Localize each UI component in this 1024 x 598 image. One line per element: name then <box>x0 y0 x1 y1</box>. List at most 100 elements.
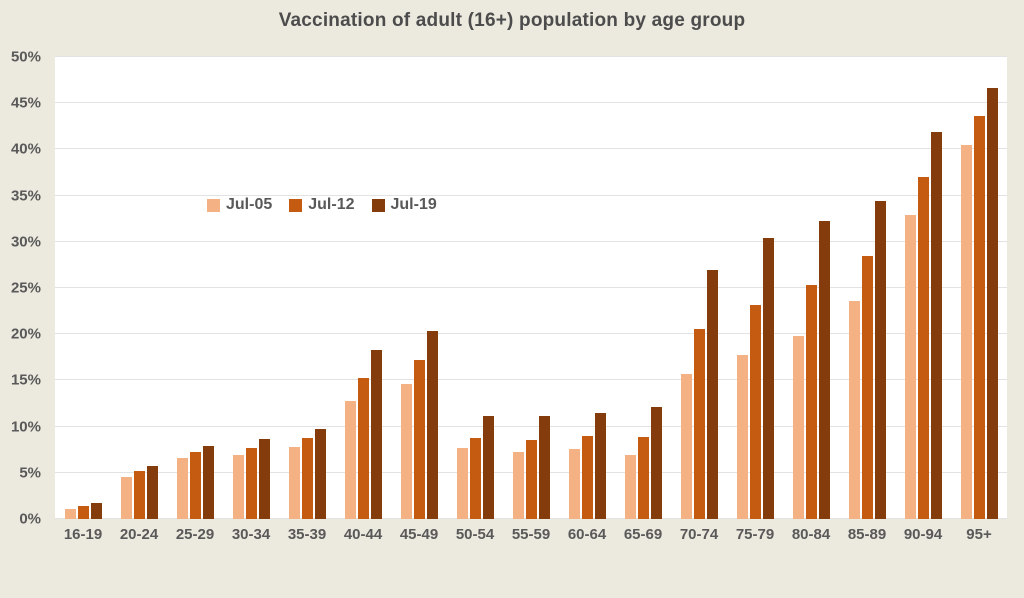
bar-Jul-19-70-74 <box>706 269 718 519</box>
x-tick-label: 85-89 <box>847 526 887 543</box>
bar-Jul-19-65-69 <box>650 407 662 519</box>
legend-item-Jul-19: Jul-19 <box>371 196 437 213</box>
bar-Jul-19-35-39 <box>314 429 326 519</box>
bar-groups <box>55 57 1007 519</box>
bar-Jul-19-25-29 <box>202 446 214 519</box>
x-tick-label: 45-49 <box>399 526 439 543</box>
bar-Jul-12-80-84 <box>805 285 817 519</box>
bar-Jul-05-50-54 <box>456 447 468 519</box>
bar-group-80-84 <box>783 57 839 519</box>
bar-Jul-12-16-19 <box>77 506 89 519</box>
bar-group-95+ <box>951 57 1007 519</box>
bar-Jul-05-35-39 <box>288 446 300 519</box>
y-tick-label: 40% <box>10 140 41 158</box>
legend-swatch-Jul-19 <box>371 198 385 212</box>
x-tick-label: 16-19 <box>63 526 103 543</box>
bar-Jul-05-65-69 <box>624 455 636 519</box>
bar-Jul-05-55-59 <box>512 451 524 519</box>
bar-Jul-12-90-94 <box>917 177 929 519</box>
gridline-25% <box>55 287 1007 288</box>
chart-title: Vaccination of adult (16+) population by… <box>278 10 746 31</box>
bar-Jul-05-16-19 <box>64 508 76 519</box>
bar-Jul-19-60-64 <box>594 412 606 519</box>
bar-Jul-12-45-49 <box>413 360 425 519</box>
bar-Jul-05-30-34 <box>232 455 244 519</box>
bar-Jul-19-20-24 <box>146 466 158 519</box>
x-tick-label: 90-94 <box>903 526 943 543</box>
gridline-10% <box>55 425 1007 427</box>
y-tick-label: 45% <box>10 94 41 112</box>
plot-area: Jul-05 Jul-12 Jul-19 <box>55 56 1007 519</box>
bar-group-30-34 <box>223 57 279 519</box>
gridline-30% <box>55 240 1007 242</box>
bar-group-60-64 <box>559 57 615 519</box>
gridline-15% <box>55 379 1007 381</box>
bar-group-16-19 <box>55 57 111 519</box>
y-tick-label: 50% <box>10 48 41 66</box>
bar-group-35-39 <box>279 57 335 519</box>
bar-Jul-19-50-54 <box>482 416 494 519</box>
legend-swatch-Jul-05 <box>207 198 220 212</box>
bar-group-70-74 <box>671 57 727 519</box>
bar-Jul-19-80-84 <box>818 221 830 519</box>
bar-group-65-69 <box>615 57 671 519</box>
bar-Jul-12-95+ <box>973 116 985 519</box>
bar-group-40-44 <box>335 57 391 519</box>
legend-swatch-Jul-12 <box>289 198 303 212</box>
bar-group-25-29 <box>167 57 223 519</box>
bar-Jul-12-65-69 <box>637 436 649 519</box>
y-tick-label: 30% <box>10 233 41 251</box>
legend-item-Jul-12: Jul-12 <box>289 196 355 213</box>
bar-Jul-05-20-24 <box>120 476 132 519</box>
gridline-35% <box>55 194 1007 196</box>
bar-group-20-24 <box>111 57 167 519</box>
x-tick-label: 75-79 <box>735 526 775 543</box>
legend-item-Jul-05: Jul-05 <box>207 197 272 213</box>
bar-Jul-12-30-34 <box>245 447 257 519</box>
legend-label: Jul-12 <box>308 196 355 213</box>
bar-Jul-05-25-29 <box>176 458 188 519</box>
bar-group-45-49 <box>391 57 447 519</box>
legend-label: Jul-19 <box>390 196 437 213</box>
bar-Jul-12-55-59 <box>525 439 537 519</box>
bar-Jul-12-35-39 <box>301 437 313 519</box>
bar-Jul-19-40-44 <box>370 349 382 519</box>
x-tick-label: 35-39 <box>287 526 327 543</box>
bar-Jul-19-75-79 <box>762 238 774 519</box>
x-tick-label: 30-34 <box>231 526 271 543</box>
y-tick-label: 25% <box>10 279 41 297</box>
bar-Jul-19-90-94 <box>930 131 942 519</box>
x-tick-label: 80-84 <box>791 526 831 543</box>
bar-Jul-19-45-49 <box>426 331 438 519</box>
bar-Jul-12-50-54 <box>469 437 481 519</box>
bar-group-90-94 <box>895 57 951 519</box>
bar-Jul-19-95+ <box>986 87 998 519</box>
x-tick-label: 25-29 <box>175 526 215 543</box>
bar-Jul-12-20-24 <box>133 470 145 519</box>
legend: Jul-05 Jul-12 Jul-19 <box>207 197 437 213</box>
bar-Jul-19-55-59 <box>538 416 550 519</box>
bar-Jul-19-85-89 <box>874 201 886 519</box>
bar-Jul-12-75-79 <box>749 304 761 519</box>
gridline-50% <box>55 56 1007 57</box>
bar-group-85-89 <box>839 57 895 519</box>
x-tick-label: 55-59 <box>511 526 551 543</box>
bar-Jul-05-45-49 <box>400 384 412 519</box>
y-tick-label: 10% <box>10 418 41 436</box>
gridline-20% <box>55 333 1007 335</box>
bar-group-75-79 <box>727 57 783 519</box>
y-tick-label: 15% <box>10 371 41 389</box>
x-tick-label: 65-69 <box>623 526 663 543</box>
bar-Jul-05-60-64 <box>568 448 580 519</box>
x-tick-label: 95+ <box>966 526 992 543</box>
bar-Jul-05-40-44 <box>344 400 356 519</box>
bar-Jul-05-85-89 <box>848 300 860 519</box>
bar-Jul-05-70-74 <box>680 373 692 519</box>
bar-Jul-19-16-19 <box>90 503 102 519</box>
bar-Jul-12-60-64 <box>581 435 593 519</box>
x-axis: 16-19 20-24 25-29 30-34 35-39 40-44 45-49 50-54… <box>55 526 1007 543</box>
y-tick-label: 20% <box>10 325 41 343</box>
y-axis: 0% 5% 10% 15% 20% 25% 30% 35% 40% 45% 50% <box>0 50 48 527</box>
legend-label: Jul-05 <box>226 196 273 213</box>
